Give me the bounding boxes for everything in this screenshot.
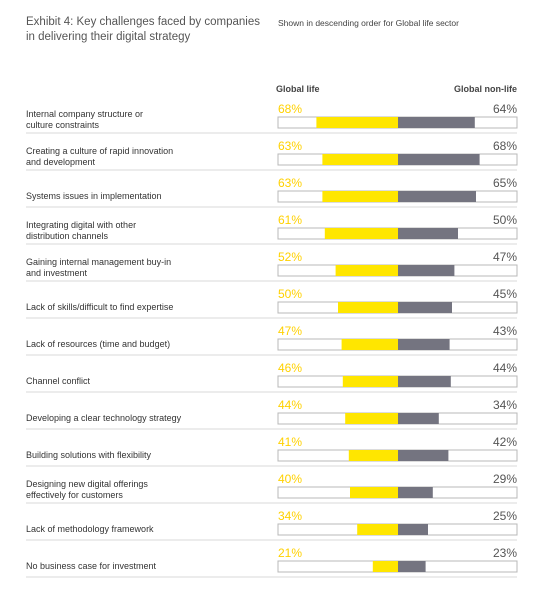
- category-label: Developing a clear technology strategy: [26, 413, 182, 423]
- category-label: Internal company structure or culture con…: [26, 109, 143, 130]
- category-label: No business case for investment: [26, 561, 157, 571]
- bar-global-non-life: [398, 228, 458, 239]
- bar-global-life: [324, 228, 398, 239]
- label-global-non-life: 68%: [493, 139, 517, 153]
- label-global-non-life: 25%: [493, 509, 517, 523]
- category-label: Building solutions with flexibility: [26, 450, 152, 460]
- label-global-life: 40%: [278, 472, 302, 486]
- label-global-life: 44%: [278, 398, 302, 412]
- category-label: Designing new digital offerings effective…: [26, 479, 148, 500]
- bar-global-life: [338, 302, 398, 313]
- label-global-life: 63%: [278, 139, 302, 153]
- label-global-life: 63%: [278, 176, 302, 190]
- bar-global-non-life: [398, 450, 449, 461]
- label-global-life: 52%: [278, 250, 302, 264]
- label-global-life: 21%: [278, 546, 302, 560]
- legend-global-non-life: Global non-life: [454, 84, 517, 94]
- bar-global-non-life: [398, 339, 450, 350]
- category-label: Creating a culture of rapid innovation an…: [26, 146, 173, 167]
- chart-subtitle: Shown in descending order for Global lif…: [278, 18, 459, 28]
- bar-global-non-life: [398, 265, 455, 276]
- label-global-life: 41%: [278, 435, 302, 449]
- category-label: Gaining internal management buy-in and in…: [26, 257, 171, 278]
- bar-global-life: [350, 487, 398, 498]
- bar-global-non-life: [398, 117, 475, 128]
- label-global-life: 50%: [278, 287, 302, 301]
- label-global-non-life: 65%: [493, 176, 517, 190]
- bar-global-life: [345, 413, 398, 424]
- bar-global-life: [322, 154, 398, 165]
- bar-global-non-life: [398, 302, 452, 313]
- label-global-non-life: 34%: [493, 398, 517, 412]
- bar-global-non-life: [398, 524, 428, 535]
- category-label: Lack of methodology framework: [26, 524, 154, 534]
- bar-global-non-life: [398, 191, 476, 202]
- category-label: Integrating digital with other distributi…: [26, 220, 136, 241]
- bar-global-life: [322, 191, 398, 202]
- label-global-non-life: 42%: [493, 435, 517, 449]
- category-label: Channel conflict: [26, 376, 91, 386]
- chart-title: Exhibit 4: Key challenges faced by compa…: [26, 16, 260, 43]
- bar-global-life: [335, 265, 398, 276]
- bar-global-life: [342, 376, 398, 387]
- legend-global-life: Global life: [276, 84, 320, 94]
- bar-global-non-life: [398, 154, 480, 165]
- bar-global-life: [341, 339, 398, 350]
- bar-global-life: [316, 117, 398, 128]
- label-global-non-life: 64%: [493, 102, 517, 116]
- label-global-life: 46%: [278, 361, 302, 375]
- label-global-life: 68%: [278, 102, 302, 116]
- category-label: Lack of skills/difficult to find experti…: [26, 302, 173, 312]
- label-global-non-life: 44%: [493, 361, 517, 375]
- label-global-non-life: 43%: [493, 324, 517, 338]
- label-global-life: 47%: [278, 324, 302, 338]
- bar-global-non-life: [398, 413, 439, 424]
- label-global-non-life: 47%: [493, 250, 517, 264]
- label-global-life: 34%: [278, 509, 302, 523]
- bar-global-non-life: [398, 487, 433, 498]
- label-global-non-life: 29%: [493, 472, 517, 486]
- category-label: Lack of resources (time and budget): [26, 339, 170, 349]
- bar-global-non-life: [398, 376, 451, 387]
- label-global-life: 61%: [278, 213, 302, 227]
- bar-global-non-life: [398, 561, 426, 572]
- bar-global-life: [348, 450, 398, 461]
- bar-global-life: [372, 561, 398, 572]
- bar-global-life: [357, 524, 398, 535]
- label-global-non-life: 50%: [493, 213, 517, 227]
- category-label: Systems issues in implementation: [26, 191, 162, 201]
- label-global-non-life: 45%: [493, 287, 517, 301]
- label-global-non-life: 23%: [493, 546, 517, 560]
